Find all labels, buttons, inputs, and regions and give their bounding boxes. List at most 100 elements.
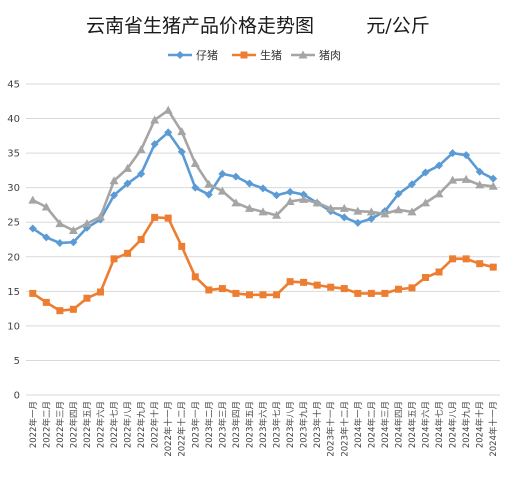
data-point [68,226,78,235]
data-point [231,172,240,181]
data-point [353,218,362,227]
y-tick-label: 0 [14,391,20,402]
data-point [259,291,267,299]
x-tick-label: 2023年一月 [190,401,201,448]
data-point [489,263,497,271]
data-point [272,210,282,219]
data-point [381,289,389,297]
x-tick-label: 2022年三月 [55,401,66,448]
data-point [124,249,132,257]
data-point [178,242,186,250]
data-point [339,203,349,212]
series-group [28,105,498,315]
data-point [434,189,444,198]
data-point [380,209,390,218]
legend-marker [240,51,248,59]
x-tick-label: 2023年十二月 [339,401,350,457]
legend-label: 仔猪 [196,49,218,62]
legend: 仔猪 生猪 猪肉 [168,48,341,62]
x-tick-label: 2022年七月 [109,401,120,448]
data-point [367,289,375,297]
x-tick-label: 2024年六月 [421,401,432,448]
data-point [286,187,295,196]
x-tick-label: 2024年九月 [461,401,472,448]
data-point [285,196,295,205]
x-tick-label: 2024年二月 [366,401,377,448]
data-point [29,289,37,297]
x-tick-label: 2024年三月 [380,401,391,448]
x-axis: 2022年一月 2022年二月 2022年三月 2022年四月 2022年五月 2022年… [28,401,499,457]
data-point [137,236,145,243]
data-point [448,175,458,184]
data-point [272,191,281,200]
data-point [258,207,268,216]
data-point [164,128,173,137]
data-point [312,198,322,207]
data-point [151,213,159,221]
data-point [218,285,226,293]
data-point [421,168,430,177]
x-tick-label: 2023年五月 [244,401,255,448]
data-point [393,205,403,214]
data-point [407,207,417,216]
data-point [244,203,254,212]
x-tick-label: 2022年六月 [95,401,106,448]
data-point [163,105,173,114]
y-axis: 0 5 10 15 20 25 30 35 40 45 [7,80,20,402]
y-tick-label: 5 [14,356,20,367]
data-point [461,174,471,183]
data-point [326,203,336,212]
y-tick-label: 45 [7,80,20,91]
x-tick-label: 2024年一月 [353,401,364,448]
data-point [231,198,241,207]
legend-label: 生猪 [260,48,282,62]
series-1 [28,128,498,247]
data-point [299,194,309,203]
data-point [69,305,77,313]
y-tick-label: 30 [7,183,20,194]
data-point [83,294,91,302]
data-point [164,214,172,222]
x-tick-label: 2022年十二月 [177,401,188,457]
chart-unit: 元/公斤 [366,15,429,37]
x-tick-label: 2022年二月 [41,401,52,448]
x-tick-label: 2024年十一月 [488,401,499,457]
data-point [137,169,146,178]
data-point [476,260,484,268]
x-tick-label: 2024年四月 [393,401,404,448]
x-tick-label: 2023年六月 [258,401,269,448]
data-point [150,140,159,149]
y-tick-label: 35 [7,149,20,160]
data-point [408,284,416,292]
data-point [394,189,403,198]
legend-item: 猪肉 [291,49,341,62]
x-tick-label: 2023年十月 [312,401,323,448]
data-point [205,286,213,294]
data-point [422,274,430,282]
x-tick-label: 2023年四月 [231,401,242,448]
data-point [204,190,213,199]
legend-marker [176,51,184,59]
data-point [123,163,133,172]
legend-label: 猪肉 [319,49,341,62]
data-point [96,288,104,296]
data-point [299,190,308,199]
data-point [218,169,227,178]
legend-item: 仔猪 [168,49,218,62]
x-tick-label: 2022年五月 [82,401,93,448]
data-point [177,147,186,156]
x-tick-label: 2024年八月 [448,401,459,448]
x-tick-label: 2022年八月 [123,401,134,448]
data-point [56,307,64,315]
chart-title: 云南省生猪产品价格走势图 [86,15,314,37]
x-tick-label: 2023年十一月 [326,401,337,457]
data-point [421,198,431,207]
data-point [177,127,187,136]
data-point [407,180,416,189]
data-point [435,268,443,276]
y-tick-label: 25 [7,218,20,229]
data-point [449,255,457,263]
data-point [204,179,214,188]
data-point [489,174,498,183]
